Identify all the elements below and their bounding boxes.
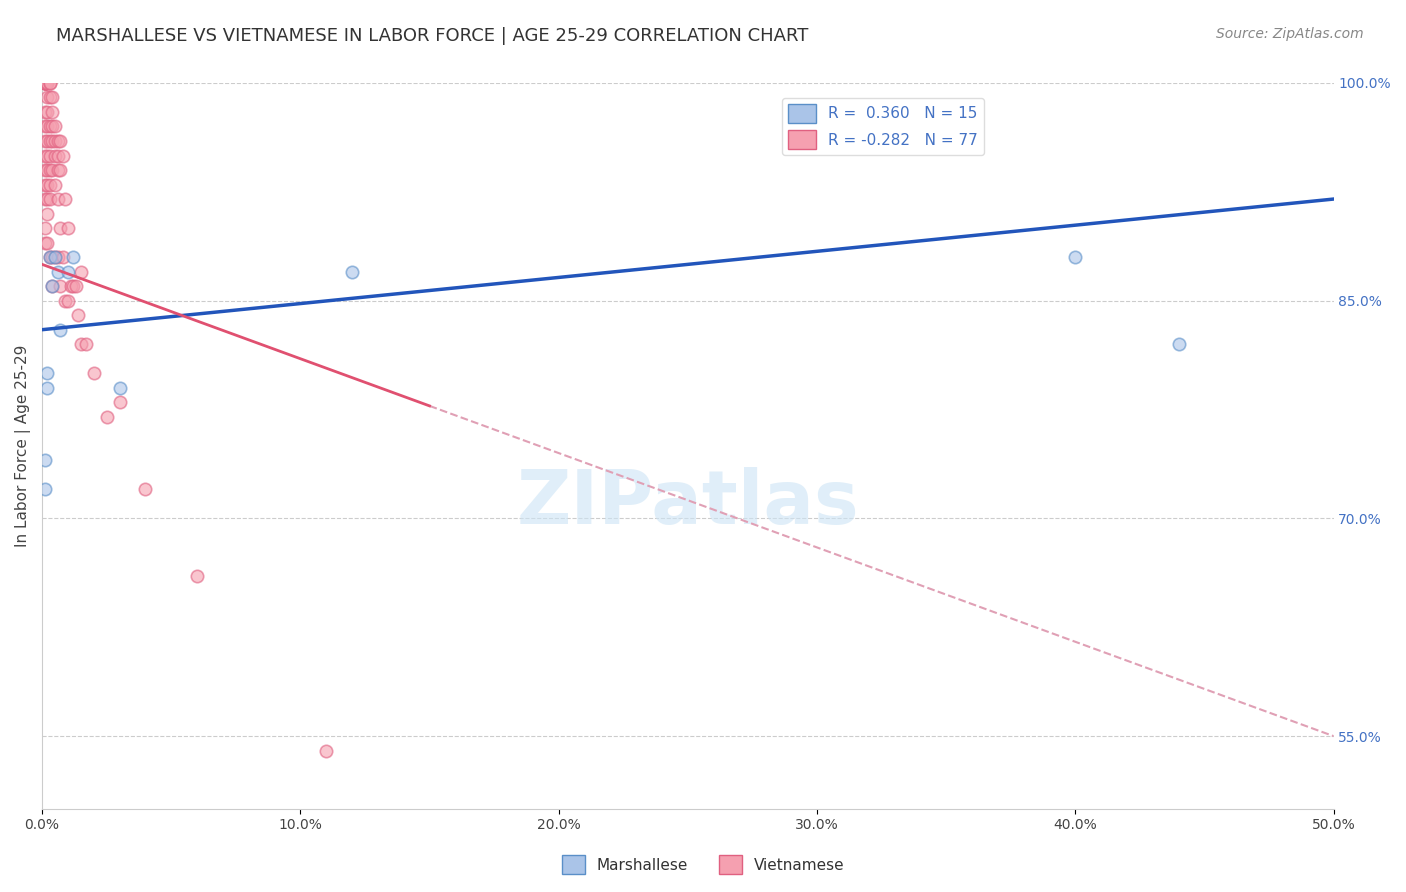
Point: [34, 221, 56, 235]
Point: [49, 163, 72, 178]
Point: [49, 323, 72, 337]
Point: [96, 409, 118, 424]
Point: [46, 192, 69, 206]
Point: [1064, 250, 1087, 264]
Point: [134, 483, 156, 497]
Point: [34, 178, 56, 192]
Text: ZIPatlas: ZIPatlas: [516, 467, 859, 541]
Point: [52, 250, 75, 264]
Point: [46, 148, 69, 162]
Point: [41, 120, 63, 134]
Point: [38, 148, 60, 162]
Point: [41, 279, 63, 293]
Point: [70, 265, 93, 279]
Legend: R =  0.360   N = 15, R = -0.282   N = 77: R = 0.360 N = 15, R = -0.282 N = 77: [782, 98, 984, 155]
Point: [34, 192, 56, 206]
Point: [38, 90, 60, 104]
Point: [37, 235, 59, 250]
Point: [37, 381, 59, 395]
Point: [46, 134, 69, 148]
Point: [46, 163, 69, 178]
Point: [34, 76, 56, 90]
Point: [46, 265, 69, 279]
Point: [44, 178, 66, 192]
Point: [34, 76, 56, 90]
Point: [53, 192, 76, 206]
Point: [56, 293, 79, 308]
Point: [34, 148, 56, 162]
Point: [53, 293, 76, 308]
Point: [34, 105, 56, 120]
Point: [38, 192, 60, 206]
Point: [46, 250, 69, 264]
Point: [38, 76, 60, 90]
Point: [34, 134, 56, 148]
Point: [108, 395, 131, 409]
Point: [34, 76, 56, 90]
Point: [1167, 337, 1189, 351]
Point: [75, 337, 97, 351]
Point: [52, 148, 75, 162]
Point: [38, 178, 60, 192]
Point: [37, 178, 59, 192]
Point: [37, 76, 59, 90]
Point: [186, 569, 208, 583]
Point: [83, 366, 105, 380]
Point: [37, 206, 59, 220]
Point: [44, 250, 66, 264]
Y-axis label: In Labor Force | Age 25-29: In Labor Force | Age 25-29: [15, 344, 31, 547]
Point: [67, 308, 90, 322]
Point: [37, 120, 59, 134]
Point: [315, 744, 337, 758]
Point: [70, 337, 93, 351]
Point: [65, 279, 87, 293]
Point: [34, 76, 56, 90]
Point: [44, 148, 66, 162]
Point: [41, 250, 63, 264]
Point: [34, 163, 56, 178]
Point: [41, 163, 63, 178]
Point: [44, 134, 66, 148]
Text: MARSHALLESE VS VIETNAMESE IN LABOR FORCE | AGE 25-29 CORRELATION CHART: MARSHALLESE VS VIETNAMESE IN LABOR FORCE…: [56, 27, 808, 45]
Point: [49, 221, 72, 235]
Point: [37, 105, 59, 120]
Point: [49, 134, 72, 148]
Point: [49, 279, 72, 293]
Point: [34, 76, 56, 90]
Point: [37, 163, 59, 178]
Point: [34, 483, 56, 497]
Point: [62, 250, 84, 264]
Point: [44, 250, 66, 264]
Point: [59, 279, 82, 293]
Point: [37, 148, 59, 162]
Point: [37, 366, 59, 380]
Point: [34, 235, 56, 250]
Point: [38, 163, 60, 178]
Point: [44, 120, 66, 134]
Point: [34, 120, 56, 134]
Point: [38, 120, 60, 134]
Point: [41, 134, 63, 148]
Point: [62, 279, 84, 293]
Point: [37, 90, 59, 104]
Point: [108, 381, 131, 395]
Point: [41, 90, 63, 104]
Point: [56, 221, 79, 235]
Point: [41, 105, 63, 120]
Point: [38, 250, 60, 264]
Point: [37, 76, 59, 90]
Point: [41, 279, 63, 293]
Point: [38, 250, 60, 264]
Point: [38, 76, 60, 90]
Point: [37, 192, 59, 206]
Legend: Marshallese, Vietnamese: Marshallese, Vietnamese: [555, 849, 851, 880]
Text: Source: ZipAtlas.com: Source: ZipAtlas.com: [1216, 27, 1364, 41]
Point: [34, 453, 56, 467]
Point: [34, 76, 56, 90]
Point: [56, 265, 79, 279]
Point: [340, 265, 363, 279]
Point: [37, 134, 59, 148]
Point: [38, 134, 60, 148]
